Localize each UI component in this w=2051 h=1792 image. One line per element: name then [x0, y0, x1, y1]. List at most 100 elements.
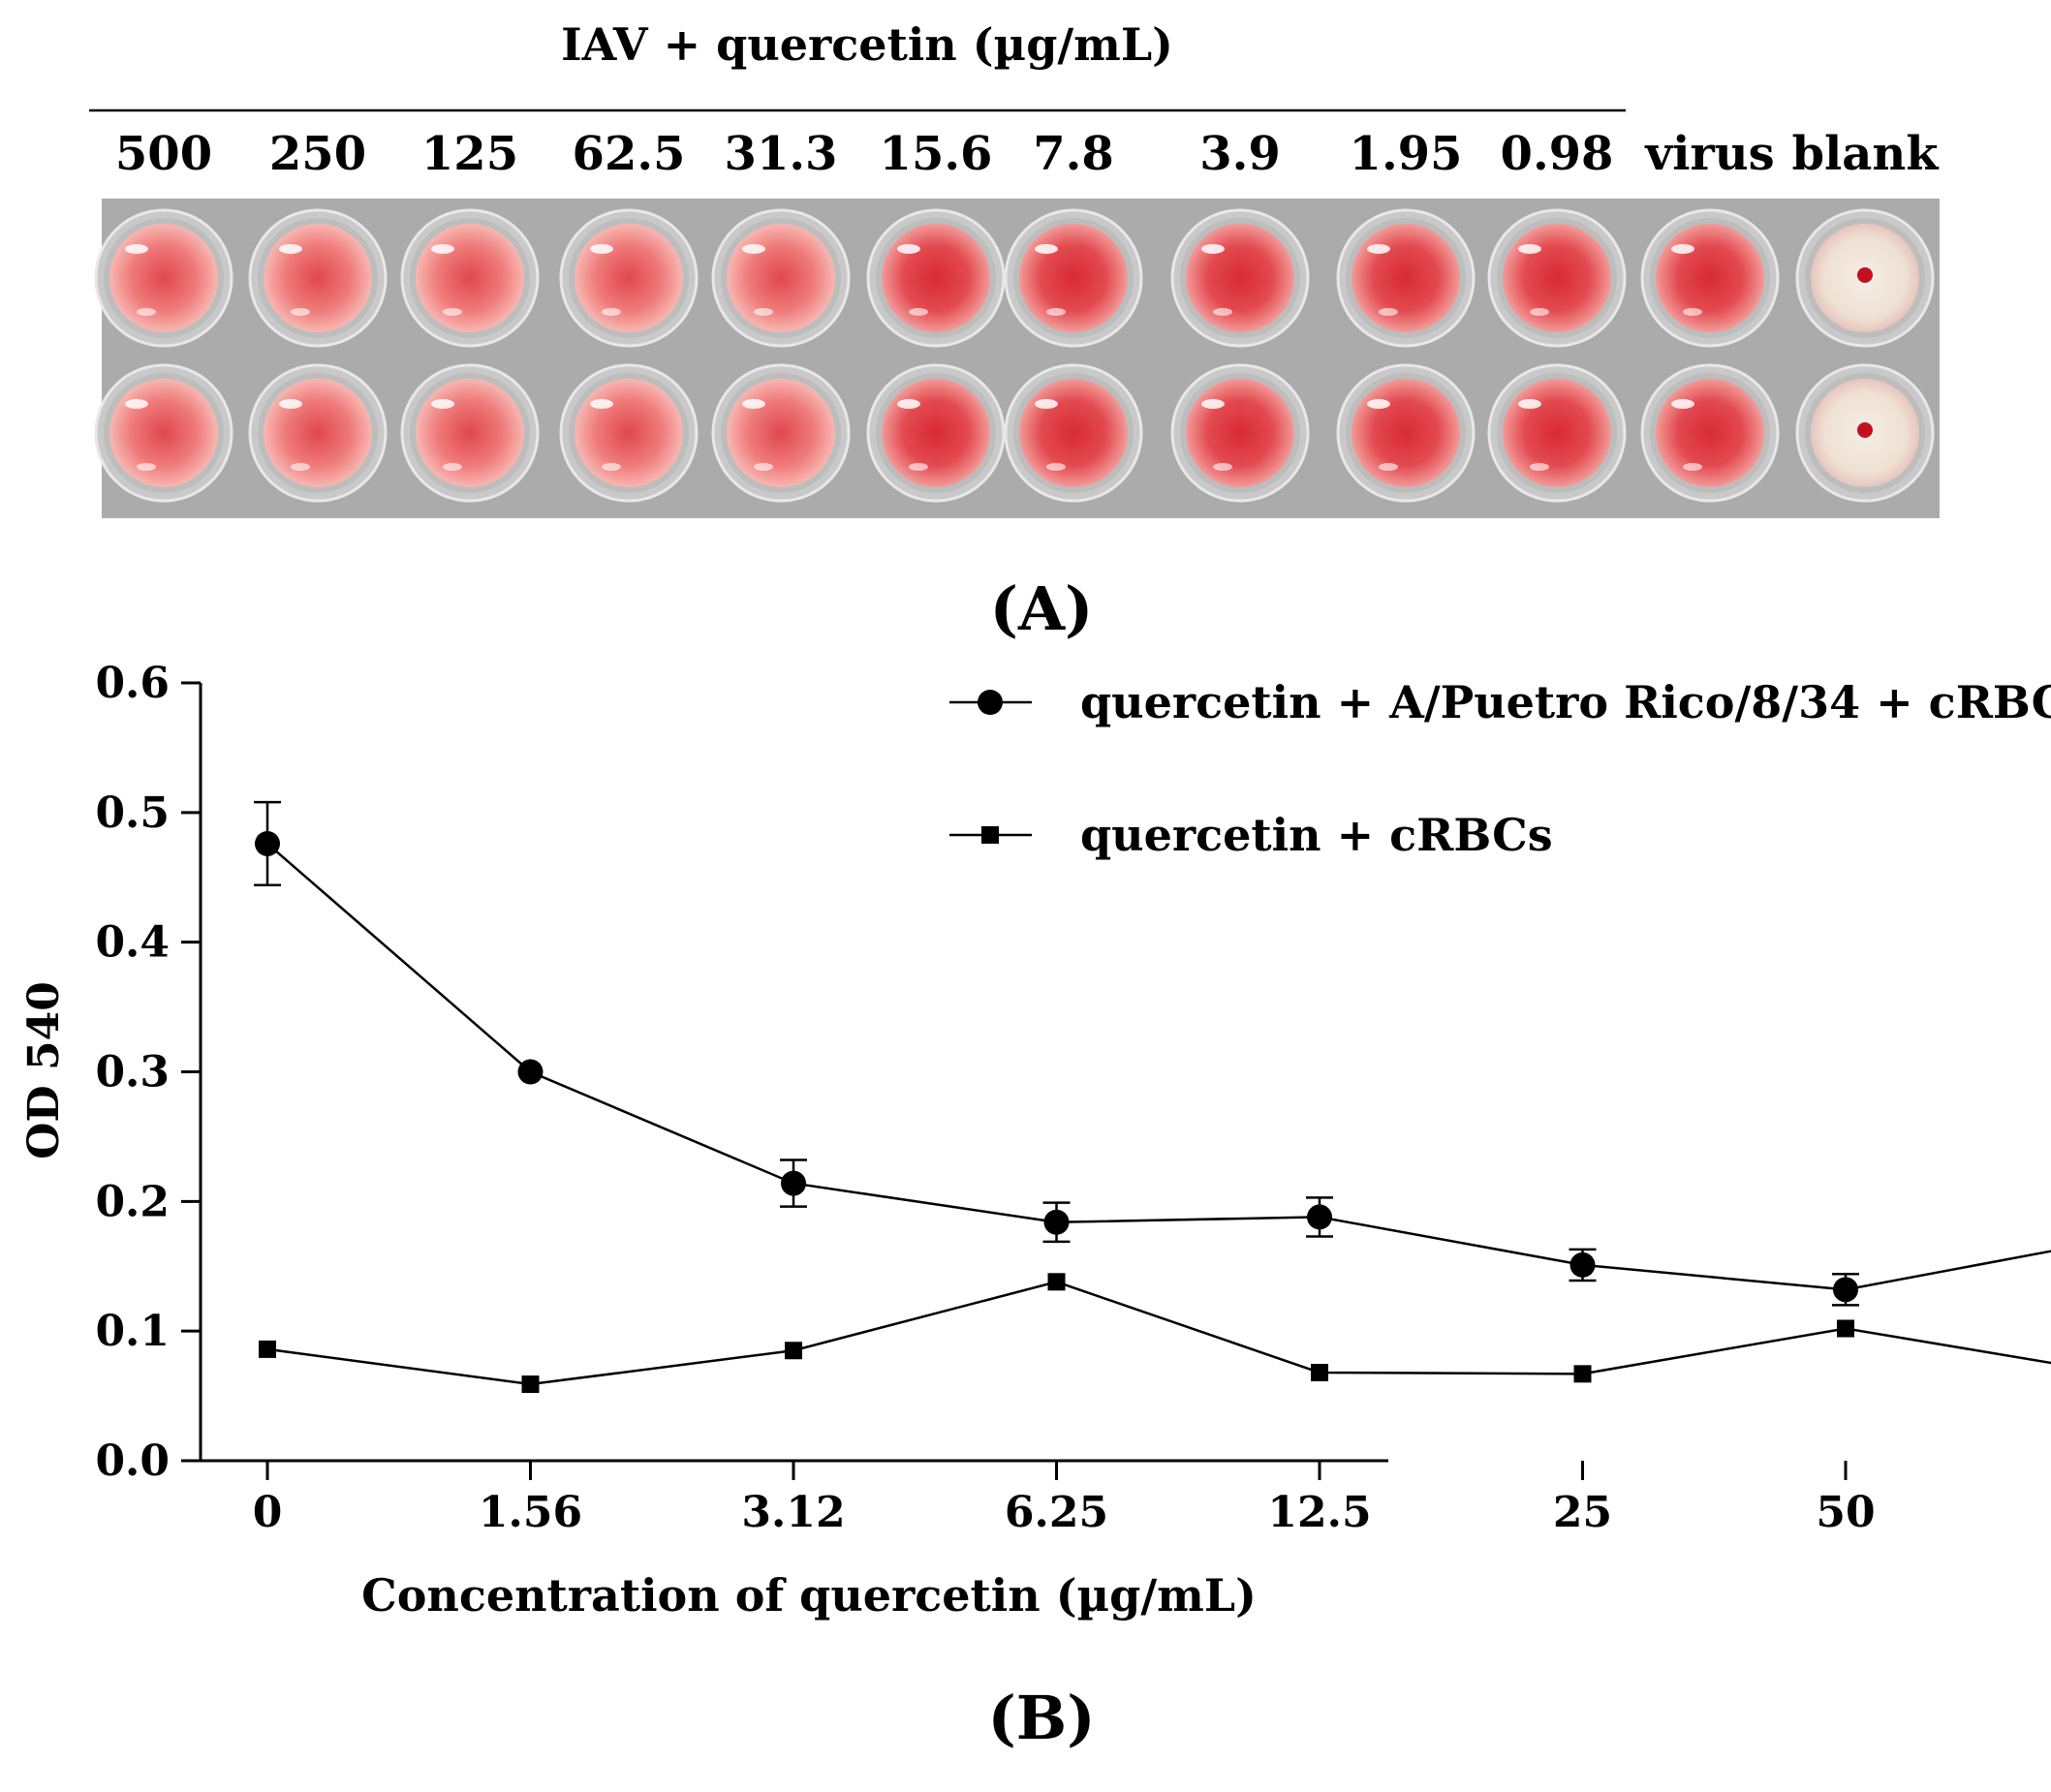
chart-axes	[181, 681, 1848, 1480]
well	[1487, 208, 1627, 348]
well-glare	[443, 463, 462, 471]
well-glare	[1201, 399, 1225, 409]
panel-a-title: IAV + quercetin (µg/mL)	[561, 18, 1173, 71]
panel-a-label: (A)	[990, 573, 1094, 644]
y-tick-labels: 0.0 0.1 0.2 0.3 0.4 0.5 0.6	[95, 659, 170, 1486]
legend-marker	[981, 826, 999, 844]
data-point	[781, 1170, 806, 1196]
well-glare	[1035, 244, 1058, 254]
well	[866, 208, 1006, 348]
data-point	[785, 1342, 802, 1360]
well	[711, 208, 851, 348]
y-axis-label: OD 540	[19, 981, 69, 1159]
well-glare	[1367, 244, 1390, 254]
well-glare	[431, 244, 454, 254]
well-glare	[1683, 308, 1702, 316]
data-point	[259, 1340, 276, 1358]
well-glare	[125, 244, 148, 254]
well-glare	[137, 463, 156, 471]
well-glare	[291, 308, 310, 316]
x-tick-label: 50	[1816, 1488, 1875, 1537]
column-label: 125	[421, 127, 518, 181]
data-point	[1573, 1365, 1592, 1383]
well	[1640, 208, 1780, 348]
well-glare	[590, 244, 613, 254]
well	[1004, 208, 1143, 348]
well	[866, 363, 1006, 503]
well-glare	[742, 244, 765, 254]
y-tick-label: 0.1	[95, 1307, 170, 1356]
well-glare	[1046, 308, 1066, 316]
data-point	[1047, 1273, 1066, 1291]
sediment-dot	[1857, 422, 1873, 438]
well-glare	[1213, 308, 1232, 316]
x-tick-label: 3.12	[741, 1488, 845, 1537]
well	[1004, 363, 1143, 503]
well	[94, 208, 233, 348]
column-label: 31.3	[725, 127, 838, 181]
well-glare	[1213, 463, 1232, 471]
well-glare	[754, 463, 773, 471]
x-tick-label: 0	[253, 1488, 283, 1537]
well	[1795, 363, 1935, 503]
well-glare	[431, 399, 454, 409]
legend-entry: quercetin + cRBCs	[949, 809, 1553, 861]
well-glare	[1379, 308, 1398, 316]
well	[248, 208, 388, 348]
column-label: virus	[1644, 127, 1774, 181]
y-tick-label: 0.6	[95, 659, 170, 708]
column-label: 7.8	[1033, 127, 1114, 181]
column-label: 500	[115, 127, 212, 181]
well-glare	[742, 399, 765, 409]
x-tick-label: 25	[1553, 1488, 1612, 1537]
well	[1336, 363, 1476, 503]
well-glare	[897, 244, 920, 254]
well-glare	[909, 463, 928, 471]
data-point	[517, 1059, 544, 1085]
well-glare	[1518, 244, 1541, 254]
data-point	[1043, 1209, 1070, 1235]
well-glare	[125, 399, 148, 409]
panel-b-chart: 0.0 0.1 0.2 0.3 0.4 0.5 0.6 0 1.56 3.12 6.25 12.5 2…	[19, 659, 2051, 1753]
well	[248, 363, 388, 503]
legend-entry: quercetin + A/Puetro Rico/8/34 + cRBCs	[949, 676, 2051, 728]
well	[711, 363, 851, 503]
well-glare	[1367, 399, 1390, 409]
sediment-dot	[1857, 267, 1873, 283]
data-point	[1833, 1277, 1858, 1303]
well	[1170, 208, 1310, 348]
panel-b-label: (B)	[987, 1683, 1095, 1753]
column-label: 62.5	[573, 127, 686, 181]
y-tick-label: 0.3	[95, 1048, 170, 1097]
well-glare	[1530, 463, 1549, 471]
x-axis-label: Concentration of quercetin (µg/mL)	[361, 1569, 1257, 1622]
well-glare	[279, 244, 302, 254]
column-label: 1.95	[1350, 127, 1463, 181]
data-point	[521, 1375, 540, 1394]
legend-label: quercetin + A/Puetro Rico/8/34 + cRBCs	[1080, 676, 2051, 728]
well-glare	[909, 308, 928, 316]
chart-legend: quercetin + A/Puetro Rico/8/34 + cRBCs qu…	[949, 676, 2051, 861]
well-glare	[602, 463, 621, 471]
well-glare	[1671, 399, 1694, 409]
well	[1336, 208, 1476, 348]
well-glare	[1671, 244, 1694, 254]
data-point	[1311, 1363, 1328, 1381]
well-glare	[602, 308, 621, 316]
data-point	[1569, 1251, 1596, 1278]
panel-a-column-labels: 500 250 125 62.5 31.3 15.6 7.8 3.9 1.95 0.98 virus…	[115, 127, 1940, 181]
well	[400, 208, 540, 348]
legend-marker	[978, 690, 1003, 715]
well	[1640, 363, 1780, 503]
data-point	[1837, 1319, 1854, 1338]
column-label: 15.6	[880, 127, 993, 181]
well-glare	[137, 308, 156, 316]
y-tick-label: 0.2	[95, 1177, 170, 1226]
well-glare	[754, 308, 773, 316]
well-glare	[1035, 399, 1058, 409]
column-label: blank	[1791, 127, 1940, 181]
column-label: 3.9	[1199, 127, 1281, 181]
well	[1487, 363, 1627, 503]
